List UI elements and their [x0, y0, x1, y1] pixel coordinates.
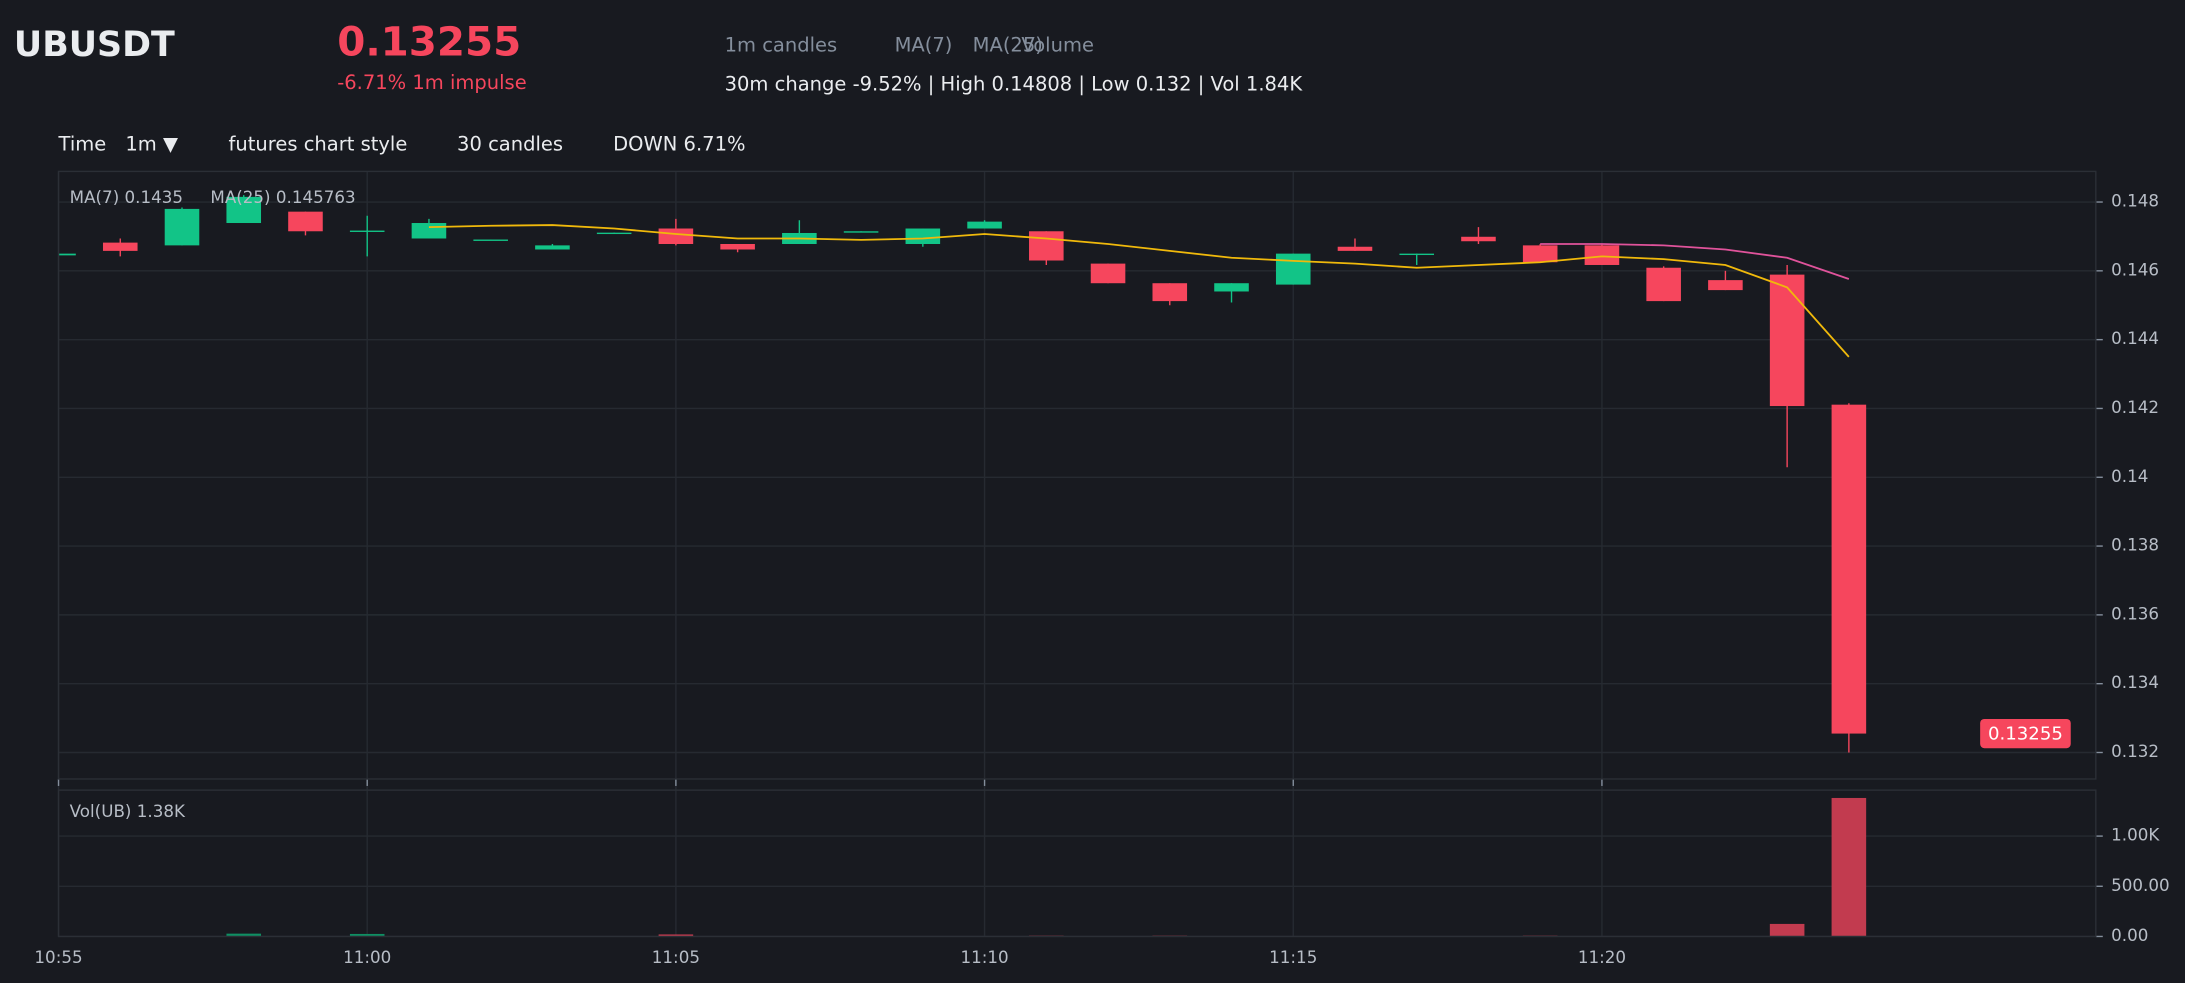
- candle-body: [226, 196, 262, 224]
- price-frame: [57, 170, 2097, 780]
- chart-style[interactable]: futures chart style: [229, 132, 408, 155]
- candle-body: [1275, 253, 1311, 285]
- indicator[interactable]: 1m candles: [725, 33, 838, 56]
- candle-body: [596, 232, 632, 235]
- price-tag: [1980, 718, 2071, 749]
- y-tick-label: 0.146: [2111, 259, 2159, 279]
- volume-bar: [1769, 923, 1805, 937]
- volume-legend: Vol(UB) 1.38K: [70, 801, 186, 821]
- candle-body: [1584, 245, 1620, 265]
- volume-bar: [658, 934, 694, 937]
- symbol: UBUSDT: [14, 25, 175, 65]
- x-tick-label: 11:10: [960, 947, 1008, 967]
- candle-body: [349, 230, 385, 232]
- y-tick-label: 0.134: [2111, 672, 2159, 692]
- volume-frame: [57, 789, 2097, 938]
- y-tick-label: 0.138: [2111, 535, 2159, 555]
- x-tick-label: 11:00: [343, 947, 391, 967]
- interval-select[interactable]: 1m ▼: [125, 132, 178, 155]
- ma-name: MA(25): [210, 186, 270, 206]
- candle-body: [843, 231, 879, 233]
- candle-body: [288, 211, 323, 232]
- price-tag-label: 0.13255: [1988, 723, 2063, 744]
- indicator[interactable]: Volume: [1021, 33, 1094, 56]
- y-tick-label: 0.148: [2111, 191, 2159, 211]
- indicator[interactable]: MA(7): [895, 33, 953, 56]
- candle-body: [1708, 280, 1743, 291]
- labels: 10:55 11:00 11:05 11:10 11:15 11:20 0.132 0.134…: [34, 191, 2169, 968]
- ma-value: 0.1435: [125, 186, 183, 206]
- stats: 30m change -9.52% | High 0.14808 | Low 0…: [725, 73, 1304, 96]
- ma-name: MA(7): [70, 186, 120, 206]
- volume-bar: [1831, 797, 1867, 937]
- y-tick-label: 0.136: [2111, 603, 2159, 623]
- y-tick-label: 500.00: [2111, 875, 2169, 895]
- y-tick-label: 0.142: [2111, 397, 2159, 417]
- y-tick-label: 0.14: [2111, 466, 2148, 486]
- candle-body: [905, 228, 941, 244]
- candle-body: [473, 239, 508, 241]
- candle-body: [1646, 267, 1681, 302]
- x-tick-label: 11:05: [652, 947, 700, 967]
- candle-body: [967, 221, 1002, 229]
- x-tick-label: 10:55: [34, 947, 82, 967]
- candle-body: [1029, 231, 1064, 261]
- candle-body: [1214, 283, 1249, 292]
- price-plot: [58, 195, 1867, 753]
- impulse: -6.71% 1m impulse: [337, 71, 527, 94]
- x-tick-label: 11:20: [1578, 947, 1626, 967]
- candle-body: [1769, 274, 1805, 407]
- candle-body: [535, 245, 570, 250]
- y-tick-label: 0.144: [2111, 328, 2159, 348]
- direction: DOWN 6.71%: [613, 132, 745, 155]
- candle-body: [720, 243, 755, 250]
- x-tick-label: 11:15: [1269, 947, 1317, 967]
- y-tick-label: 0.00: [2111, 925, 2148, 945]
- candle-body: [1152, 283, 1188, 302]
- volume-bar: [226, 933, 262, 937]
- volume-bar: [349, 933, 385, 937]
- candle-body: [658, 228, 694, 244]
- candle-body: [164, 208, 200, 246]
- candle-body: [1461, 236, 1496, 242]
- last-price: 0.13255: [337, 18, 521, 66]
- indicator[interactable]: MA(25): [973, 33, 1043, 56]
- candle-body: [1337, 246, 1373, 251]
- candle-count: 30 candles: [457, 132, 563, 155]
- ma-line: [1540, 243, 1850, 280]
- ma-line: [428, 224, 1850, 358]
- candle-body: [411, 223, 447, 239]
- y-tick-label: 1.00K: [2111, 825, 2160, 845]
- candle-body: [102, 242, 138, 251]
- candle-body: [1399, 253, 1435, 256]
- candle-body: [1522, 245, 1558, 263]
- ma-legend: MA(25) 0.145763: [210, 186, 355, 206]
- candle-body: [1831, 404, 1867, 734]
- ma-legend: MA(7) 0.1435: [70, 186, 183, 206]
- candle-body: [1090, 263, 1126, 284]
- candle-body: [58, 253, 76, 256]
- toolbar-label: Time: [58, 132, 107, 155]
- ma-value: 0.145763: [276, 186, 356, 206]
- y-tick-label: 0.132: [2111, 741, 2159, 761]
